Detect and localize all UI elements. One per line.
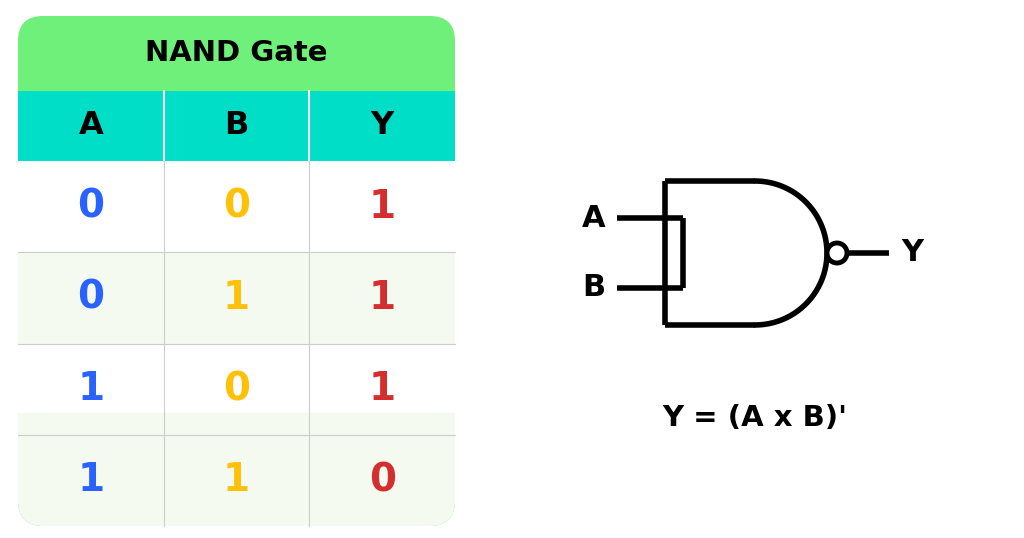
Text: 0: 0 [78, 279, 104, 317]
Text: 0: 0 [223, 188, 250, 225]
Text: B: B [224, 110, 249, 141]
Bar [18, 413, 455, 504]
Text: Y = (A x B)': Y = (A x B)' [663, 404, 848, 432]
Bar [18, 343, 455, 435]
Text: 0: 0 [369, 462, 395, 499]
Text: 1: 1 [223, 462, 250, 499]
Text: NAND Gate: NAND Gate [145, 39, 328, 67]
Bar [18, 91, 455, 161]
Text: 1: 1 [77, 370, 104, 408]
Bar [18, 161, 455, 252]
Text: 1: 1 [369, 370, 395, 408]
Bar [18, 252, 455, 343]
Text: A: A [79, 110, 103, 141]
Text: Y: Y [901, 238, 923, 267]
Text: 0: 0 [223, 370, 250, 408]
FancyBboxPatch shape [18, 16, 455, 526]
FancyBboxPatch shape [18, 413, 455, 526]
Circle shape [827, 243, 847, 263]
Text: A: A [582, 204, 605, 233]
Text: B: B [582, 273, 605, 302]
Text: 1: 1 [223, 279, 250, 317]
Text: 1: 1 [369, 279, 395, 317]
Text: 0: 0 [78, 188, 104, 225]
Text: 1: 1 [77, 462, 104, 499]
Text: Y: Y [371, 110, 394, 141]
Text: 1: 1 [369, 188, 395, 225]
